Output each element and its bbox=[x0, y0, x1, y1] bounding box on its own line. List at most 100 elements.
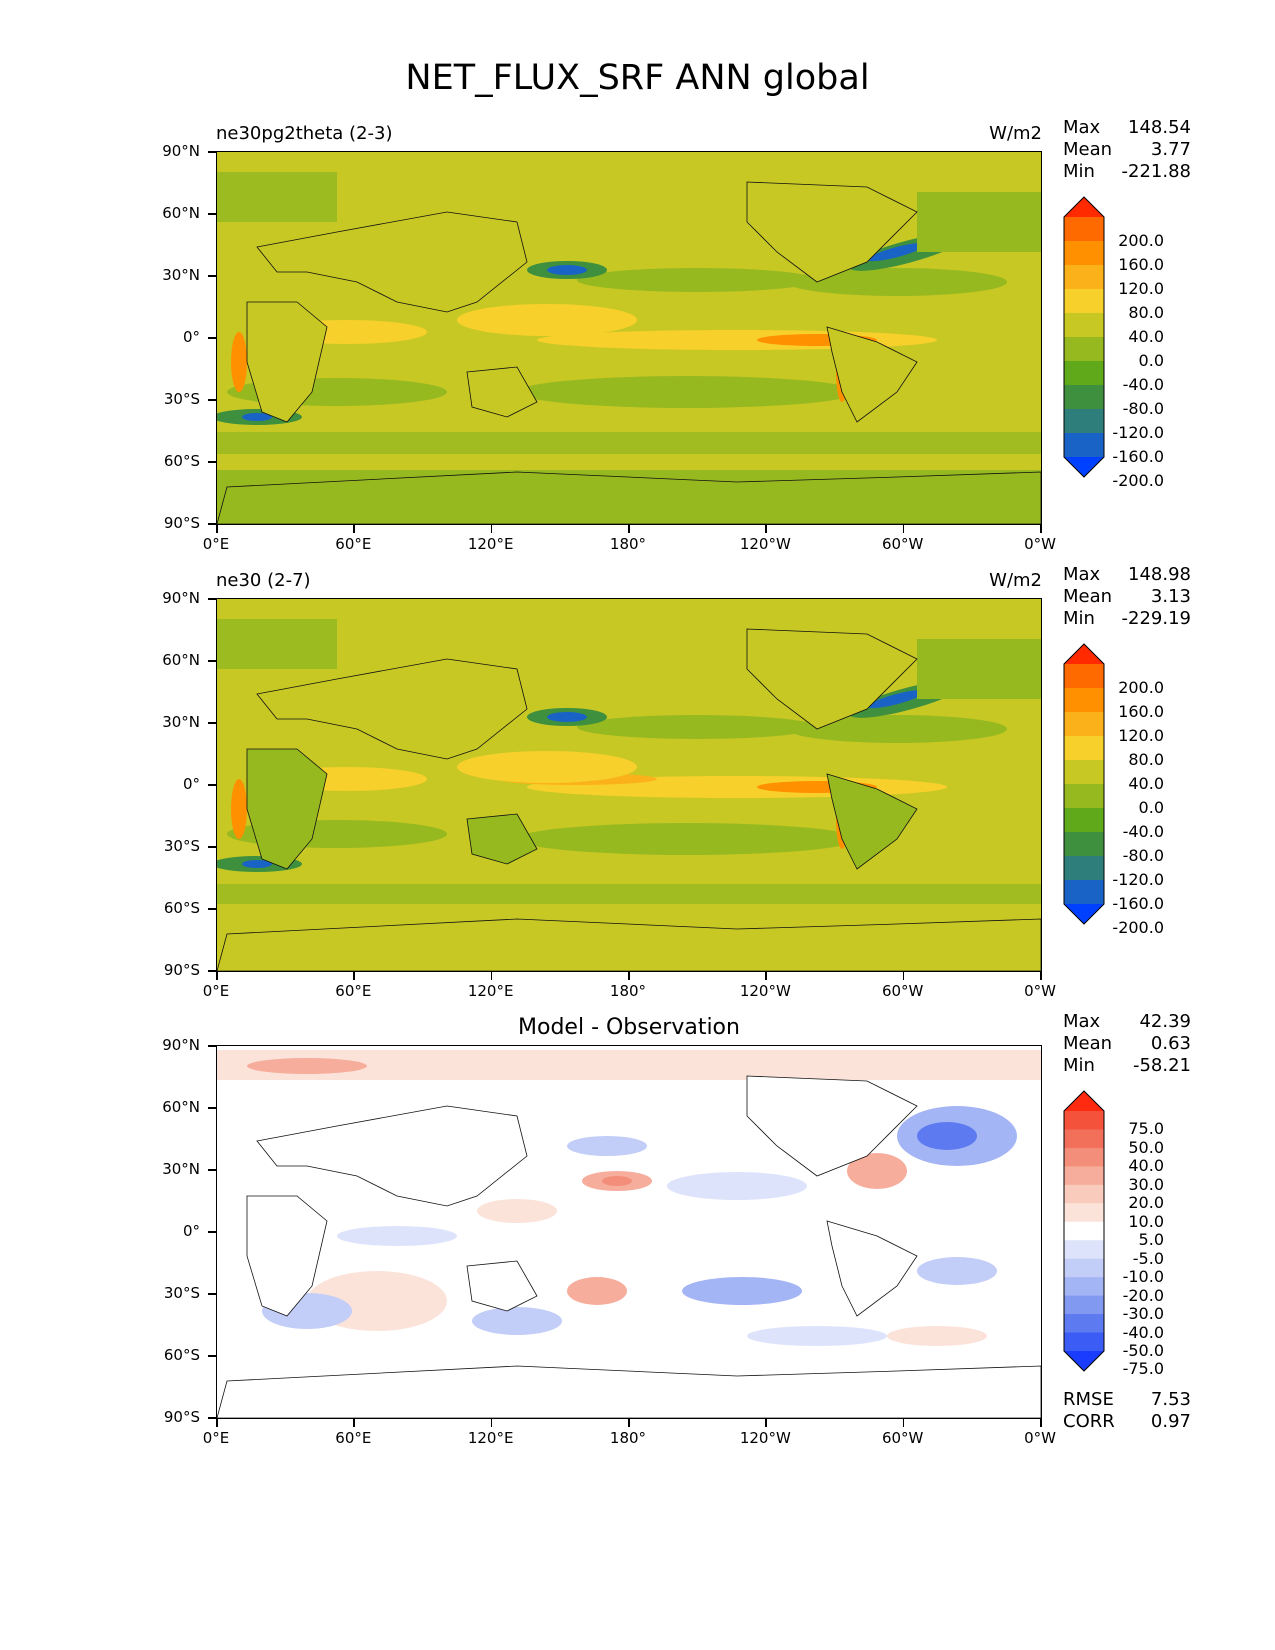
colorbar-tick-label: 0.0 bbox=[1138, 798, 1164, 817]
panel-units: W/m2 bbox=[989, 570, 1042, 591]
colorbar-tick-label: 200.0 bbox=[1118, 678, 1164, 697]
x-tick-label: 120°E bbox=[467, 982, 514, 1000]
colorbar-tick-label: -80.0 bbox=[1122, 399, 1164, 418]
x-tick-mark bbox=[216, 525, 218, 533]
stat-label: Mean bbox=[1063, 586, 1113, 607]
stat-row: Max 42.39 bbox=[1063, 1011, 1191, 1033]
colorbar-segment bbox=[1064, 712, 1104, 737]
stat-row: Max 148.98 bbox=[1063, 564, 1191, 586]
colorbar-tick-label: -30.0 bbox=[1122, 1304, 1164, 1324]
x-tick-mark bbox=[216, 1419, 218, 1427]
x-tick-mark bbox=[902, 525, 905, 533]
colorbar-segment bbox=[1064, 688, 1104, 713]
y-tick-label: 0° bbox=[182, 328, 200, 346]
colorbar-segment bbox=[1064, 1258, 1104, 1278]
y-tick-label: 90°S bbox=[163, 1408, 200, 1426]
x-tick-mark bbox=[490, 972, 493, 980]
y-tick-label: 90°N bbox=[162, 142, 200, 160]
colorbar-segment bbox=[1064, 760, 1104, 785]
x-tick-label: 60°E bbox=[335, 535, 372, 553]
x-tick-mark bbox=[216, 972, 218, 980]
y-tick-label: 90°S bbox=[163, 514, 200, 532]
y-tick-label: 60°N bbox=[162, 204, 200, 222]
colorbar-segment bbox=[1064, 736, 1104, 761]
y-tick-label: 90°N bbox=[162, 1036, 200, 1054]
x-tick-mark bbox=[490, 1419, 493, 1427]
colorbar-tick-label: 0.0 bbox=[1138, 351, 1164, 370]
stats-block: Max 42.39 Mean 0.63 Min -58.21 bbox=[1063, 1011, 1191, 1077]
y-tick-mark bbox=[208, 523, 216, 525]
y-tick-mark bbox=[208, 598, 216, 600]
colorbar-tick-label: -40.0 bbox=[1122, 822, 1164, 841]
colorbar-segment bbox=[1064, 808, 1104, 833]
y-tick-label: 30°N bbox=[162, 266, 200, 284]
y-tick-mark bbox=[208, 399, 216, 401]
x-tick-label: 120°E bbox=[467, 535, 514, 553]
colorbar-segment bbox=[1064, 433, 1104, 458]
colorbar-segment bbox=[1064, 1221, 1104, 1241]
map-area bbox=[216, 598, 1042, 972]
colorbar-tick-label: -120.0 bbox=[1112, 870, 1164, 889]
y-tick-label: 60°S bbox=[163, 1346, 200, 1364]
x-tick-label: 120°E bbox=[467, 1429, 514, 1447]
colorbar-segment bbox=[1064, 1147, 1104, 1167]
stat-label: Min bbox=[1063, 161, 1095, 182]
x-tick-label: 120°W bbox=[739, 535, 791, 553]
y-tick-label: 30°S bbox=[163, 837, 200, 855]
y-tick-label: 30°N bbox=[162, 713, 200, 731]
stat-value: 148.54 bbox=[1128, 117, 1191, 138]
colorbar-tick-label: -120.0 bbox=[1112, 423, 1164, 442]
colorbar-segment bbox=[1064, 880, 1104, 905]
x-tick-mark bbox=[902, 1419, 905, 1427]
colorbar bbox=[1063, 643, 1105, 925]
stat-value: 0.63 bbox=[1150, 1033, 1191, 1054]
stat-row: Min -221.88 bbox=[1063, 161, 1191, 183]
colorbar-segment bbox=[1064, 1277, 1104, 1297]
y-tick-mark bbox=[208, 784, 216, 786]
x-tick-mark bbox=[628, 1419, 630, 1427]
colorbar bbox=[1063, 196, 1105, 478]
y-tick-label: 30°S bbox=[163, 1284, 200, 1302]
x-tick-mark bbox=[353, 972, 355, 980]
y-tick-label: 90°N bbox=[162, 589, 200, 607]
stat-label: Max bbox=[1063, 1011, 1101, 1032]
y-tick-mark bbox=[208, 660, 216, 662]
colorbar-tick-label: 120.0 bbox=[1118, 279, 1164, 298]
y-tick-mark bbox=[208, 275, 216, 277]
y-tick-mark bbox=[208, 1107, 216, 1109]
colorbar-tick-label: 40.0 bbox=[1128, 1156, 1164, 1176]
colorbar-segment bbox=[1064, 1240, 1104, 1260]
y-tick-label: 0° bbox=[182, 775, 200, 793]
x-tick-mark bbox=[490, 525, 493, 533]
x-tick-mark bbox=[353, 525, 355, 533]
x-tick-label: 60°W bbox=[881, 535, 924, 553]
colorbar-tick-label: -40.0 bbox=[1122, 1322, 1164, 1342]
y-tick-label: 30°S bbox=[163, 390, 200, 408]
colorbar-outline bbox=[1063, 196, 1105, 478]
colorbar-tick-label: 40.0 bbox=[1128, 774, 1164, 793]
stats-block: Max 148.98 Mean 3.13 Min -229.19 bbox=[1063, 564, 1191, 630]
colorbar-segment bbox=[1064, 1129, 1104, 1149]
y-tick-mark bbox=[208, 1417, 216, 1419]
x-tick-mark bbox=[765, 525, 767, 533]
metric-value: 7.53 bbox=[1150, 1389, 1191, 1410]
y-tick-label: 0° bbox=[182, 1222, 200, 1240]
colorbar-tick-label: 5.0 bbox=[1138, 1230, 1164, 1250]
colorbar-segment bbox=[1064, 337, 1104, 362]
colorbar-tick-label: -75.0 bbox=[1122, 1359, 1164, 1379]
x-tick-mark bbox=[1040, 972, 1042, 980]
x-tick-mark bbox=[628, 525, 630, 533]
colorbar-segment bbox=[1064, 1111, 1104, 1130]
colorbar-tick-label: 50.0 bbox=[1128, 1137, 1164, 1157]
y-tick-label: 60°S bbox=[163, 899, 200, 917]
colorbar-extend-min bbox=[1064, 1351, 1104, 1371]
stat-value: -221.88 bbox=[1121, 161, 1191, 182]
x-tick-mark bbox=[1040, 1419, 1042, 1427]
colorbar-segment bbox=[1064, 664, 1104, 689]
colorbar-tick-label: -160.0 bbox=[1112, 894, 1164, 913]
stat-label: Min bbox=[1063, 608, 1095, 629]
y-tick-mark bbox=[208, 908, 216, 910]
stat-label: Mean bbox=[1063, 139, 1113, 160]
x-tick-label: 0°W bbox=[1024, 982, 1056, 1000]
colorbar-extend-max bbox=[1064, 1091, 1104, 1111]
